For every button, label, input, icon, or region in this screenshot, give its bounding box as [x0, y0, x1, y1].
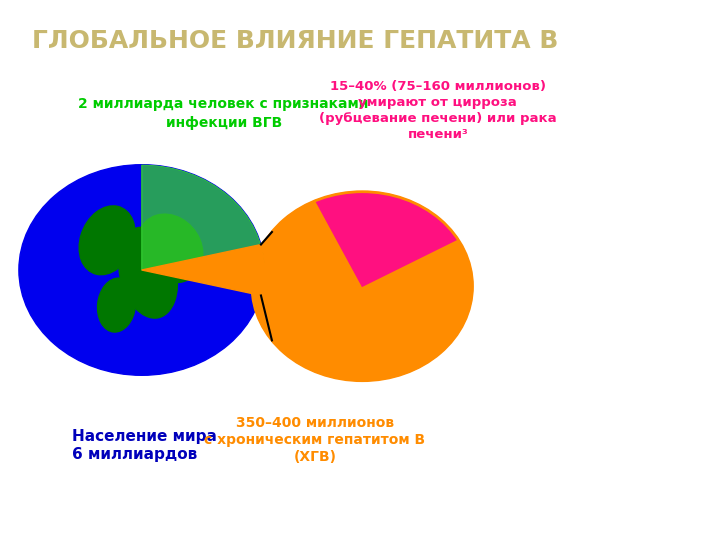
Wedge shape	[142, 165, 265, 270]
Ellipse shape	[138, 214, 203, 282]
Wedge shape	[142, 245, 265, 295]
Wedge shape	[315, 192, 458, 286]
Text: 350–400 миллионов
с хроническим гепатитом В
(ХГВ): 350–400 миллионов с хроническим гепатито…	[204, 416, 426, 464]
Ellipse shape	[119, 227, 177, 318]
Wedge shape	[252, 200, 472, 381]
Ellipse shape	[97, 278, 135, 332]
Text: ГЛОБАЛЬНОЕ ВЛИЯНИЕ ГЕПАТИТА В: ГЛОБАЛЬНОЕ ВЛИЯНИЕ ГЕПАТИТА В	[32, 29, 558, 52]
Text: 15–40% (75–160 миллионов)
умирают от цирроза
(рубцевание печени) или рака
печени: 15–40% (75–160 миллионов) умирают от цир…	[319, 80, 557, 141]
Text: 2 миллиарда человек с признаками
инфекции ВГВ: 2 миллиарда человек с признаками инфекци…	[78, 97, 369, 130]
Circle shape	[19, 165, 265, 375]
Ellipse shape	[79, 206, 135, 275]
Text: Население мира
6 миллиардов: Население мира 6 миллиардов	[73, 429, 217, 462]
Wedge shape	[142, 165, 265, 270]
